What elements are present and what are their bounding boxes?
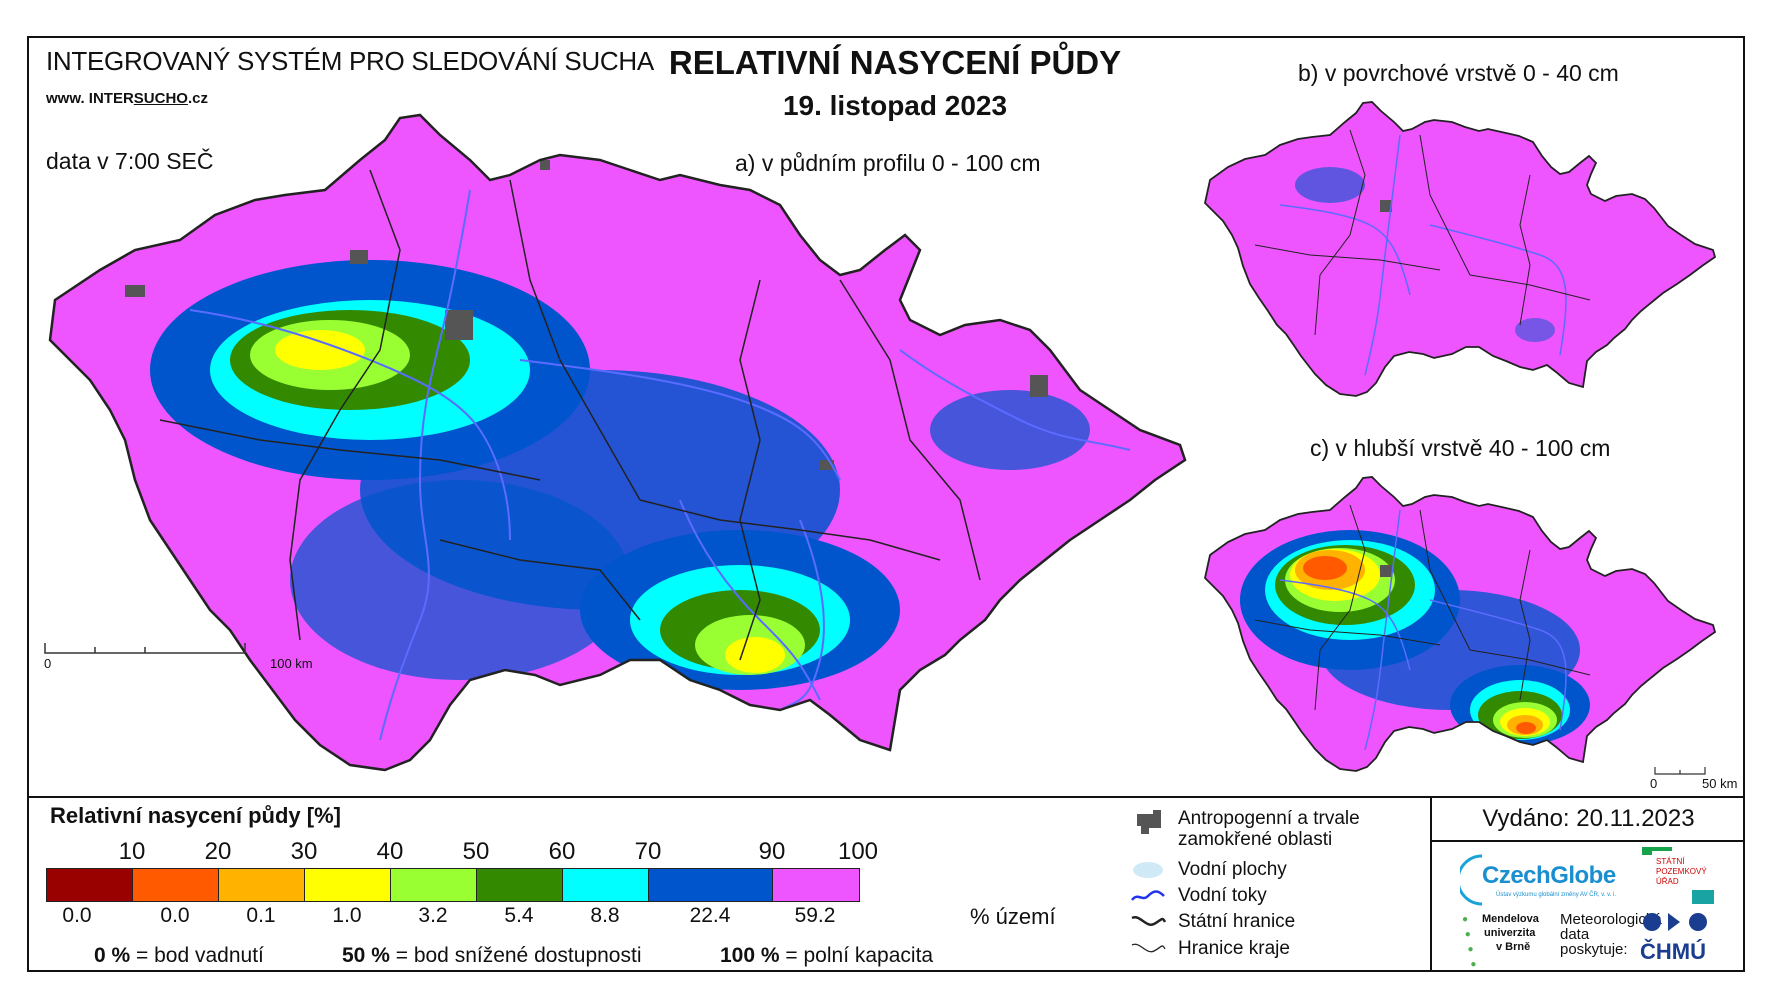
map-date: 19. listopad 2023 [782, 90, 1008, 121]
main-title: RELATIVNÍ NASYCENÍ PŮDY [668, 44, 1122, 81]
legend-tick-label: 40 [376, 838, 404, 865]
footer-divider [1430, 796, 1432, 972]
legend-color-90 [649, 869, 773, 901]
legend-water-bodies: Vodní plochy [1130, 856, 1287, 884]
scale-a-end: 100 km [270, 656, 313, 671]
map-a-label: a) v půdním profilu 0 - 100 cm [735, 150, 1041, 176]
legend-color-60 [477, 869, 563, 901]
legend-color-40 [305, 869, 391, 901]
czechglobe-logo: CzechGlobe Ústav výzkumu globální změny … [1456, 848, 1630, 913]
legend-tick-label: 10 [118, 838, 146, 865]
met-data-label: Meteorologická data poskytuje: [1560, 911, 1662, 958]
anthropogenic-area-icon [1130, 808, 1166, 836]
legend-color-70 [563, 869, 649, 901]
note-field-capacity: 100 % = polní kapacita [720, 944, 934, 967]
scale-c-start: 0 [1650, 776, 1658, 791]
legend-color-30 [219, 869, 305, 901]
legend-region-border: Hranice kraje [1130, 935, 1290, 963]
legend-anthropogenic: Antropogenní a trvale zamokřené oblasti [1130, 808, 1430, 850]
legend-tick-label: 90 [758, 838, 786, 865]
legend-area-percent: 0.0 [160, 904, 190, 927]
scale-bar-a [44, 643, 246, 654]
chmu-logo: ČHMÚ [1640, 910, 1720, 965]
legend-area-percent: 3.2 [418, 904, 448, 927]
legend-area-percent: 22.4 [689, 904, 731, 927]
spu-logo: STÁTNÍ POZEMKOVÝ ÚŘAD [1640, 845, 1714, 904]
legend-tick-label: 70 [634, 838, 662, 865]
legend-tick-label: 50 [462, 838, 490, 865]
issued-date: Vydáno: 20.11.2023 [1482, 805, 1695, 832]
issued-divider [1432, 840, 1745, 842]
region-border-icon [1130, 935, 1166, 963]
legend-color-10 [47, 869, 133, 901]
legend-area-percent: 0.0 [62, 904, 92, 927]
scale-a-start: 0 [44, 656, 52, 671]
note-wilting-point: 0 % = bod vadnutí [94, 944, 264, 967]
legend-separator [27, 796, 1745, 798]
legend-area-percent: 0.1 [246, 904, 276, 927]
map-b-surface-layer [1204, 101, 1716, 397]
scale-bar-c [1654, 767, 1706, 775]
scale-c-end: 50 km [1702, 776, 1738, 791]
map-c-deeper-layer [1204, 476, 1716, 775]
river-icon [1130, 882, 1166, 910]
legend-tick-label: 100 [837, 838, 879, 865]
legend-color-100 [773, 869, 859, 901]
legend-tick-label: 60 [548, 838, 576, 865]
area-unit-label: % území [970, 904, 1056, 929]
legend-rivers: Vodní toky [1130, 882, 1267, 910]
map-b-label: b) v povrchové vrstvě 0 - 40 cm [1298, 60, 1619, 86]
system-title: INTEGROVANÝ SYSTÉM PRO SLEDOVÁNÍ SUCHA [46, 46, 654, 76]
legend-area-percent: 1.0 [332, 904, 362, 927]
map-a-soil-profile [44, 113, 1187, 772]
website-link[interactable]: www. INTERSUCHO.cz [46, 90, 208, 107]
legend-color-20 [133, 869, 219, 901]
note-reduced-availability: 50 % = bod snížené dostupnosti [342, 944, 642, 967]
legend-title: Relativní nasycení půdy [%] [50, 803, 341, 828]
water-body-icon [1130, 856, 1166, 884]
map-c-label: c) v hlubší vrstvě 40 - 100 cm [1310, 435, 1611, 461]
legend-area-percent: 59.2 [794, 904, 836, 927]
legend-state-border: Státní hranice [1130, 908, 1295, 936]
legend-color-50 [391, 869, 477, 901]
legend-tick-label: 20 [204, 838, 232, 865]
legend-tick-label: 30 [290, 838, 318, 865]
legend-area-percent: 5.4 [504, 904, 534, 927]
legend-color-bar [46, 868, 860, 902]
legend-area-percent: 8.8 [590, 904, 620, 927]
data-time-label: data v 7:00 SEČ [46, 148, 214, 174]
state-border-icon [1130, 908, 1166, 936]
